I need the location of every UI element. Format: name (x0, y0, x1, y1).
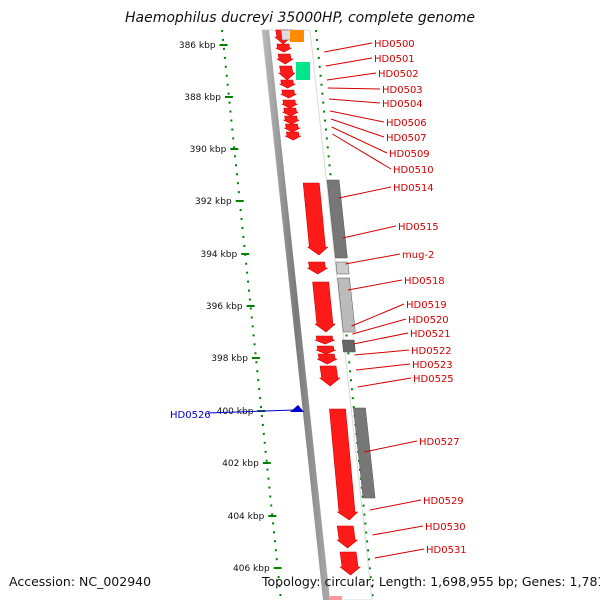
gene-leader-line (351, 303, 405, 327)
hd0526-reverse-arrow (290, 405, 304, 412)
forward-gene-arrow (306, 261, 329, 275)
gene-label-hd0502: HD0502 (378, 69, 419, 80)
scale-tick-label: 394 kbp (200, 250, 237, 260)
gene-label-hd0529: HD0529 (423, 496, 464, 507)
gene-leader-line (369, 499, 422, 511)
gene-label-hd0530: HD0530 (425, 522, 466, 533)
pink-feature-box (330, 596, 342, 600)
scale-tick-label: 396 kbp (206, 302, 243, 312)
forward-gene-arrow (314, 335, 336, 345)
gene-label-hd0504: HD0504 (382, 99, 423, 110)
gene-label-hd0507: HD0507 (386, 133, 427, 144)
gene-label-hd0525: HD0525 (413, 374, 454, 385)
forward-gene-arrow (336, 525, 359, 549)
gray-feature-bar (341, 339, 356, 353)
forward-gene-arrow (279, 79, 296, 89)
scale-tick-label: 398 kbp (211, 354, 248, 364)
forward-gene-arrow (284, 123, 301, 133)
gray-feature-bar (335, 261, 350, 275)
scale-tick-label: 406 kbp (233, 564, 270, 574)
gene-leader-line (364, 440, 418, 453)
teal-feature-box (296, 62, 310, 80)
gray-feature-bar (353, 407, 376, 499)
gene-label-hd0503: HD0503 (382, 85, 423, 96)
orange-feature-box (290, 30, 304, 42)
gene-leader-line (331, 126, 388, 154)
gray-feature-bar (337, 277, 356, 333)
scale-tick-label: 404 kbp (228, 512, 265, 522)
forward-gene-arrow (284, 131, 302, 141)
map-title: Haemophilus ducreyi 35000HP, complete ge… (125, 10, 475, 26)
accession-text: Accession: NC_002940 (9, 574, 151, 589)
genome-backbone (262, 30, 330, 600)
gene-leader-line (374, 548, 425, 559)
gene-label-hd0520: HD0520 (408, 315, 449, 326)
track-dotted-line (315, 29, 374, 600)
forward-gene-arrow (278, 65, 296, 81)
gene-label-hd0522: HD0522 (411, 346, 452, 357)
gene-leader-line (328, 98, 381, 104)
gene-label-hd0531: HD0531 (426, 545, 467, 556)
gene-label-hd0506: HD0506 (386, 118, 427, 129)
forward-gene-arrow (302, 182, 329, 256)
gene-leader-line (327, 87, 381, 90)
gene-leader-line (326, 72, 377, 81)
gene-leader-line (330, 110, 385, 123)
gene-label-hd0501: HD0501 (374, 54, 415, 65)
scale-dotted-line (221, 29, 282, 600)
gene-label-hd0519: HD0519 (406, 300, 447, 311)
scale-tick-label: 402 kbp (222, 459, 259, 469)
forward-gene-arrow (281, 99, 298, 109)
forward-gene-arrow (329, 408, 359, 521)
gene-label-mug-2: mug-2 (402, 250, 434, 261)
gene-leader-line (332, 133, 392, 170)
gene-leader-line (345, 253, 401, 265)
forward-gene-arrow (318, 365, 341, 387)
gene-label-hd0518: HD0518 (404, 276, 445, 287)
gene-leader-line (342, 225, 397, 239)
forward-gene-arrow (312, 281, 336, 333)
scale-tick-label: 390 kbp (190, 145, 227, 155)
forward-gene-arrow (315, 345, 337, 355)
forward-gene-arrow (275, 53, 295, 65)
gene-label-hd0521: HD0521 (410, 329, 451, 340)
gene-leader-line (325, 57, 373, 67)
forward-gene-arrow (275, 43, 292, 53)
forward-gene-arrow (316, 353, 338, 365)
gene-leader-line (338, 186, 392, 199)
gene-label-hd0509: HD0509 (389, 149, 430, 160)
gene-leader-line (330, 118, 385, 138)
gene-leader-line (347, 279, 403, 291)
gene-leader-line (353, 332, 409, 345)
scale-tick-label: 388 kbp (184, 93, 221, 103)
gene-label-hd0514: HD0514 (393, 183, 434, 194)
gene-track (274, 29, 376, 600)
gray-feature-bar (326, 179, 348, 259)
genome-summary-text: Topology: circular; Length: 1,698,955 bp… (261, 574, 600, 589)
gene-label-column: HD0500 HD0501 HD0502 HD0503 HD0504 HD0506 HD05… (324, 39, 467, 559)
hd0526-leader-line (207, 409, 295, 414)
gene-leader-line (352, 318, 407, 335)
gene-label-hd0523: HD0523 (412, 360, 453, 371)
gene-leader-line (354, 349, 410, 356)
forward-gene-arrow (339, 551, 362, 576)
kbp-scale: 386 kbp 388 kbp 390 kbp 392 kbp 394 kbp 396 k… (179, 41, 282, 574)
forward-gene-arrow (280, 89, 297, 99)
gene-label-hd0527: HD0527 (419, 437, 460, 448)
gene-label-hd0500: HD0500 (374, 39, 415, 50)
gene-label-hd0510: HD0510 (393, 165, 434, 176)
gene-leader-line (324, 42, 373, 53)
gene-label-hd0515: HD0515 (398, 222, 439, 233)
gene-label-hd0526: HD0526 (170, 410, 211, 421)
scale-tick-label: 392 kbp (195, 197, 232, 207)
gene-leader-line (372, 525, 424, 536)
gene-leader-line (355, 363, 411, 371)
scale-tick-label: 386 kbp (179, 41, 216, 51)
forward-gene-arrow (282, 107, 299, 117)
gene-leader-line (357, 377, 412, 388)
forward-gene-arrow (283, 115, 300, 125)
